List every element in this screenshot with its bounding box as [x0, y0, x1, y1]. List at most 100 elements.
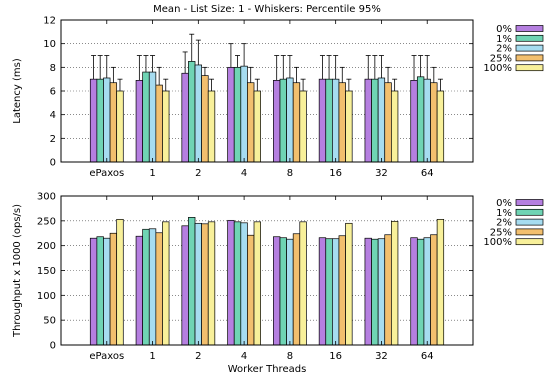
x-tick-label: 2 — [195, 168, 201, 179]
legend-label: 25% — [490, 227, 512, 238]
bar — [338, 235, 346, 346]
y-tick-label: 150 — [37, 266, 56, 277]
bar — [318, 237, 327, 346]
x-tick-label: 16 — [329, 168, 342, 179]
bar — [247, 82, 255, 163]
bar — [181, 72, 189, 163]
bar — [384, 82, 392, 163]
bar — [240, 222, 248, 346]
y-axis-label: Latency (ms) — [12, 58, 23, 124]
legend-swatch — [515, 238, 544, 246]
y-tick-label: 300 — [37, 192, 56, 203]
legend-label: 2% — [496, 44, 512, 55]
bar — [345, 222, 353, 346]
bar — [227, 219, 235, 346]
bar — [253, 221, 261, 346]
bar — [299, 90, 307, 163]
y-tick-label: 8 — [50, 63, 56, 74]
bar — [273, 236, 281, 346]
y-tick-label: 0 — [50, 158, 56, 169]
bar — [345, 90, 353, 163]
bar — [135, 235, 144, 346]
x-tick-label: 64 — [421, 168, 434, 179]
latency-chart: Mean - List Size: 1 - Whiskers: Percenti… — [12, 4, 544, 179]
bar — [273, 79, 281, 163]
bar — [233, 221, 242, 346]
legend-swatch — [515, 64, 544, 72]
bar — [227, 66, 235, 163]
bar — [155, 232, 163, 346]
x-tick-label: 32 — [375, 168, 388, 179]
bar — [103, 237, 111, 346]
bar — [135, 79, 144, 163]
bar — [207, 90, 216, 163]
legend-label: 2% — [496, 218, 512, 229]
bar — [364, 237, 372, 346]
y-tick-label: 12 — [43, 16, 56, 27]
bar — [194, 222, 202, 346]
bar — [371, 78, 379, 163]
bar — [96, 236, 104, 346]
x-tick-label: 4 — [241, 351, 247, 362]
x-tick-label: ePaxos — [89, 168, 124, 179]
legend-label: 100% — [483, 63, 512, 74]
bar — [410, 79, 418, 163]
legend-label: 1% — [496, 208, 512, 219]
bar — [116, 90, 124, 163]
bar — [318, 78, 327, 163]
bar — [384, 234, 392, 346]
bar — [410, 237, 418, 346]
bar — [188, 217, 196, 346]
legend-swatch — [515, 228, 544, 236]
legend-label: 1% — [496, 34, 512, 45]
bar — [279, 78, 287, 163]
bar — [188, 61, 196, 163]
bar — [247, 234, 255, 346]
legend-label: 100% — [483, 237, 512, 248]
bar — [430, 234, 438, 346]
y-tick-label: 200 — [37, 241, 56, 252]
plot-frame — [60, 195, 474, 346]
bar — [142, 71, 150, 163]
bar — [142, 228, 150, 346]
x-tick-label: 4 — [241, 168, 247, 179]
bar — [292, 233, 301, 346]
legend-swatch — [515, 44, 544, 52]
bar — [430, 82, 438, 163]
bar — [109, 82, 118, 163]
bar — [364, 78, 372, 163]
bar — [325, 238, 333, 346]
y-tick-label: 10 — [43, 39, 56, 50]
bar — [162, 90, 170, 163]
bar — [416, 238, 425, 346]
bar — [181, 225, 189, 346]
y-tick-label: 6 — [50, 87, 56, 98]
x-tick-label: ePaxos — [89, 351, 124, 362]
bar — [103, 77, 111, 163]
y-tick-label: 250 — [37, 216, 56, 227]
bar — [390, 90, 399, 163]
legend-label: 0% — [496, 24, 512, 35]
bar — [116, 218, 124, 346]
y-tick-label: 2 — [50, 134, 56, 145]
bar — [155, 84, 163, 163]
bar — [148, 71, 157, 163]
bar — [286, 238, 294, 346]
x-tick-label: 64 — [421, 351, 434, 362]
plot-frame — [60, 19, 474, 163]
x-tick-label: 1 — [149, 168, 155, 179]
bar — [201, 223, 209, 346]
bar — [89, 237, 98, 346]
bar — [338, 82, 346, 163]
y-tick-label: 4 — [50, 110, 56, 121]
legend-swatch — [515, 208, 544, 216]
x-tick-label: 2 — [195, 351, 201, 362]
y-tick-label: 100 — [37, 291, 56, 302]
legend-swatch — [515, 54, 544, 62]
x-tick-label: 16 — [329, 351, 342, 362]
x-axis-label: Worker Threads — [228, 364, 307, 375]
bar — [253, 90, 261, 163]
bar — [207, 221, 216, 346]
x-tick-label: 8 — [287, 168, 293, 179]
